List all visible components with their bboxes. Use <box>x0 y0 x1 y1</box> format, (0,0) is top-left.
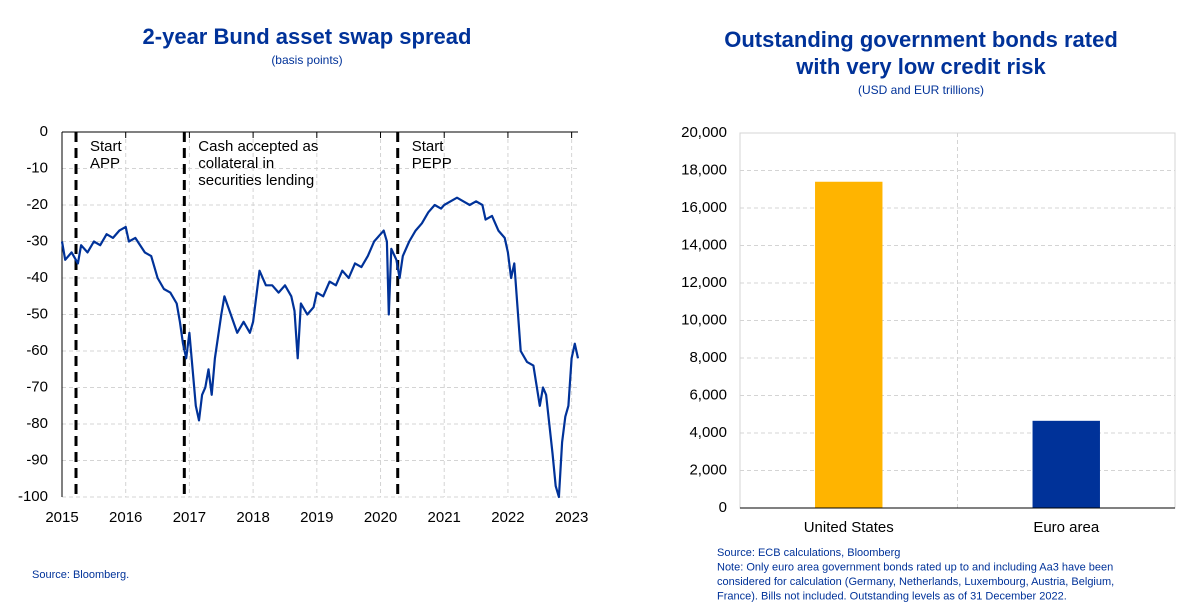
x-tick-label: Euro area <box>1033 519 1100 536</box>
annotation: collateral in <box>198 155 274 172</box>
note: France). Bills not included. Outstanding… <box>717 590 1067 602</box>
x-tick-label: 2015 <box>45 509 78 526</box>
y-tick-label: -20 <box>26 196 48 213</box>
y-tick-label: -50 <box>26 305 48 322</box>
x-tick-label: 2017 <box>173 509 206 526</box>
source: Source: Bloomberg. <box>32 569 129 581</box>
chart-title: Outstanding government bonds rated <box>724 27 1118 52</box>
x-tick-label: 2018 <box>236 509 269 526</box>
x-tick-label: 2019 <box>300 509 333 526</box>
x-tick-label: 2021 <box>428 509 461 526</box>
x-tick-label: 2022 <box>491 509 524 526</box>
y-tick-label: 14,000 <box>681 236 727 253</box>
y-tick-label: -30 <box>26 232 48 249</box>
y-tick-label: -90 <box>26 451 48 468</box>
y-tick-label: -100 <box>18 488 48 505</box>
y-tick-label: 4,000 <box>689 424 727 441</box>
y-tick-label: -70 <box>26 378 48 395</box>
note: considered for calculation (Germany, Net… <box>717 576 1114 588</box>
y-tick-label: -60 <box>26 342 48 359</box>
note: Source: ECB calculations, Bloomberg <box>717 547 900 559</box>
annotation: Cash accepted as <box>198 138 318 155</box>
y-tick-label: 10,000 <box>681 311 727 328</box>
annotation: PEPP <box>412 155 452 172</box>
annotation: Start <box>412 138 445 155</box>
annotation: securities lending <box>198 172 314 189</box>
chart-title: 2-year Bund asset swap spread <box>143 24 472 49</box>
bar <box>815 181 883 508</box>
y-tick-label: 20,000 <box>681 124 727 141</box>
x-tick-label: United States <box>804 519 894 536</box>
bar <box>1032 420 1100 508</box>
annotation: APP <box>90 155 120 172</box>
y-tick-label: 2,000 <box>689 461 727 478</box>
y-tick-label: 8,000 <box>689 349 727 366</box>
y-tick-label: -10 <box>26 159 48 176</box>
chart-subtitle: (basis points) <box>271 53 342 67</box>
x-tick-label: 2023 <box>555 509 588 526</box>
chart-subtitle: (USD and EUR trillions) <box>858 83 984 97</box>
y-tick-label: -80 <box>26 415 48 432</box>
note: Note: Only euro area government bonds ra… <box>717 561 1113 573</box>
x-tick-label: 2016 <box>109 509 142 526</box>
y-tick-label: 18,000 <box>681 161 727 178</box>
y-tick-label: -40 <box>26 269 48 286</box>
series-line <box>60 196 580 499</box>
y-tick-label: 12,000 <box>681 274 727 291</box>
y-tick-label: 0 <box>719 499 727 516</box>
y-tick-label: 0 <box>40 123 48 140</box>
y-tick-label: 16,000 <box>681 199 727 216</box>
y-tick-label: 6,000 <box>689 386 727 403</box>
annotation: Start <box>90 138 123 155</box>
chart-title: with very low credit risk <box>795 54 1046 79</box>
x-tick-label: 2020 <box>364 509 397 526</box>
